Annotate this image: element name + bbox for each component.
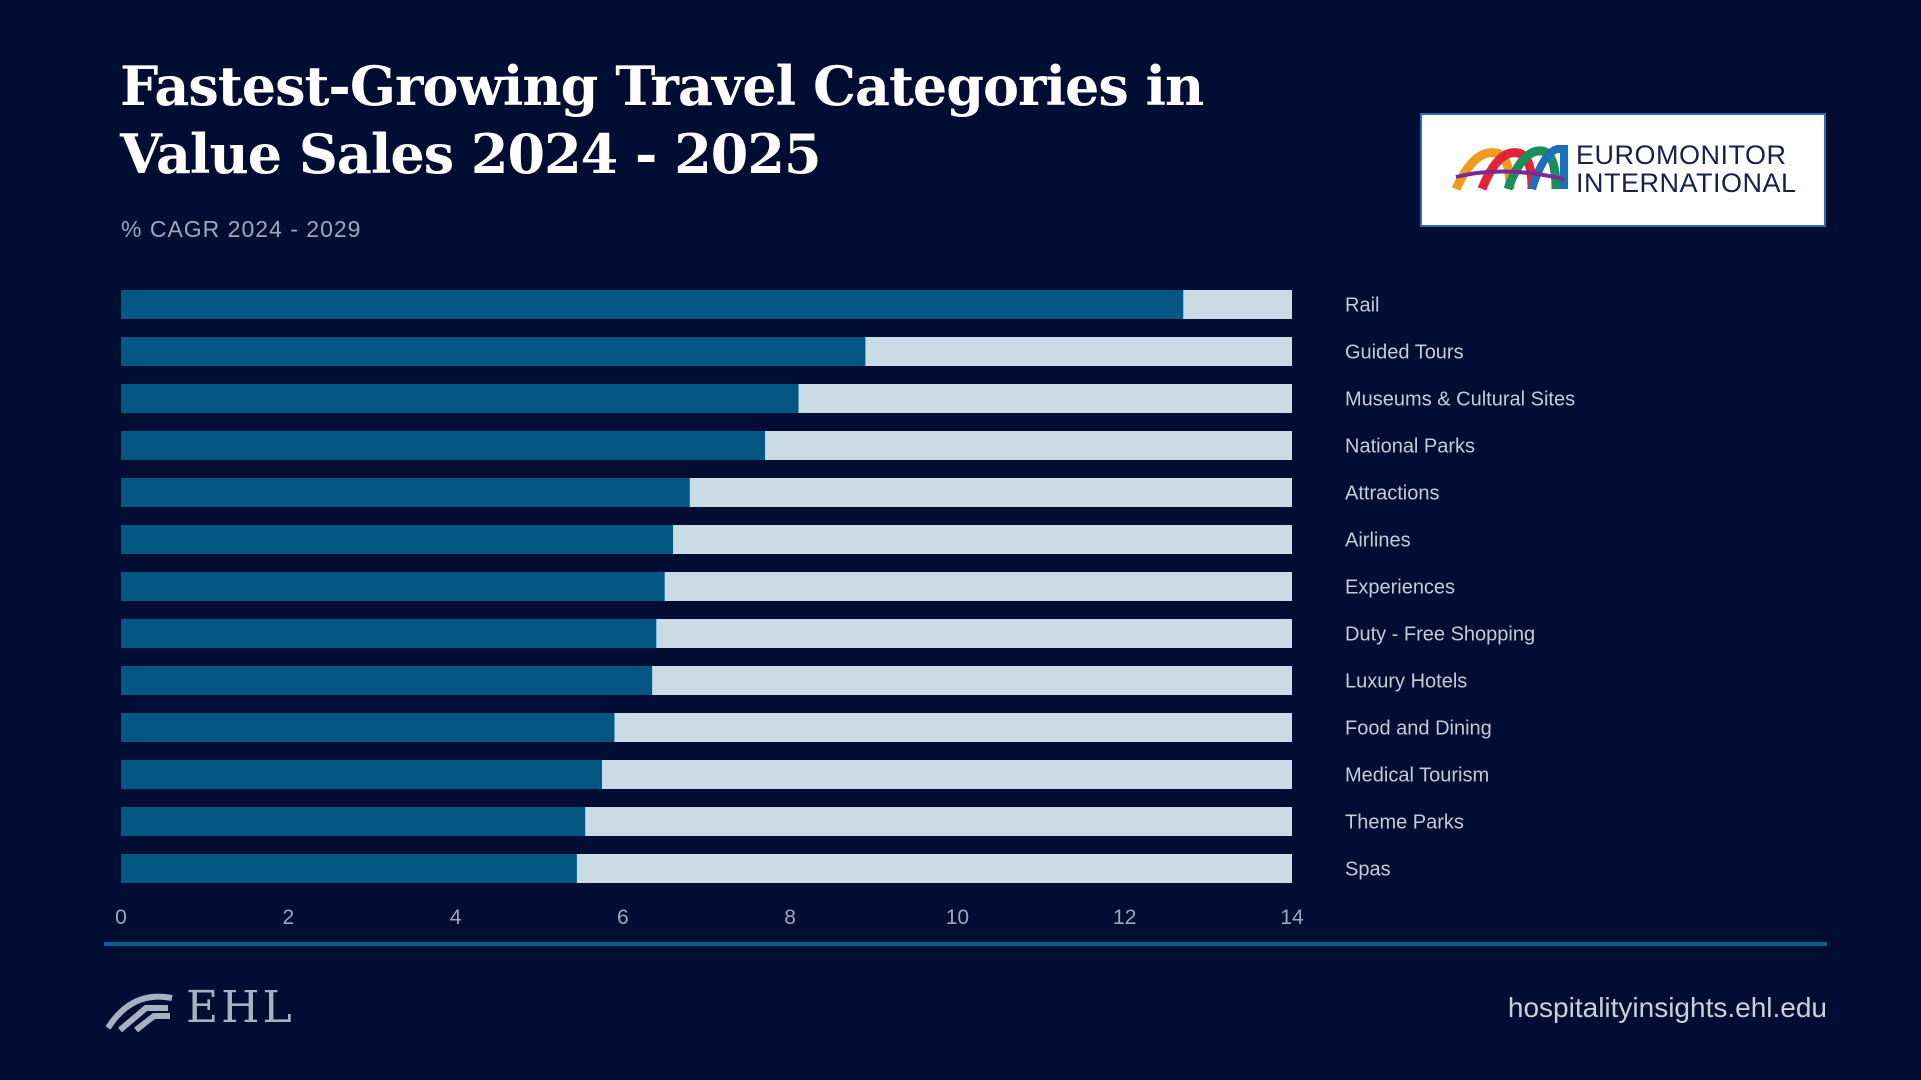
bar — [121, 525, 674, 554]
x-tick-label: 0 — [115, 906, 127, 929]
bar — [121, 384, 799, 413]
category-label: Food and Dining — [1345, 718, 1492, 740]
category-label: Medical Tourism — [1345, 765, 1489, 787]
logo-line-1: EUROMONITOR — [1576, 140, 1787, 170]
bar — [121, 431, 766, 460]
category-label: Guided Tours — [1345, 342, 1464, 364]
bar — [121, 807, 586, 836]
x-tick-label: 14 — [1280, 906, 1304, 929]
bar — [121, 666, 653, 695]
bar — [121, 337, 866, 366]
bar — [121, 619, 657, 648]
euromonitor-arc-icon — [1452, 145, 1568, 191]
ehl-logo-icon — [106, 993, 173, 1032]
bar — [121, 478, 690, 507]
category-label: Attractions — [1345, 483, 1439, 505]
ehl-brand: EHL — [186, 982, 295, 1033]
x-tick-label: 8 — [784, 906, 796, 929]
bar — [121, 854, 577, 883]
category-label: Airlines — [1345, 530, 1411, 552]
chart-subtitle: % CAGR 2024 - 2029 — [121, 216, 362, 242]
x-tick-label: 12 — [1113, 906, 1136, 929]
x-tick-label: 10 — [946, 906, 969, 929]
bar — [121, 760, 602, 789]
category-label: Rail — [1345, 295, 1379, 317]
category-label: Duty - Free Shopping — [1345, 624, 1535, 646]
x-tick-label: 6 — [617, 906, 629, 929]
footer-divider — [104, 942, 1827, 946]
bar — [121, 572, 665, 601]
category-label: Spas — [1345, 859, 1391, 881]
category-label: Experiences — [1345, 577, 1455, 599]
euromonitor-logo: EUROMONITOR INTERNATIONAL — [1420, 113, 1826, 227]
logo-line-2: INTERNATIONAL — [1576, 168, 1797, 198]
bar — [121, 713, 615, 742]
bar-chart: Rail Guided Tours Museums & Cultural Sites… — [115, 290, 1575, 929]
x-tick-label: 4 — [450, 906, 462, 929]
category-label: National Parks — [1345, 436, 1475, 458]
bar — [121, 290, 1184, 319]
website-url[interactable]: hospitalityinsights.ehl.edu — [1507, 992, 1827, 1023]
x-tick-label: 2 — [282, 906, 294, 929]
category-label: Luxury Hotels — [1345, 671, 1467, 693]
chart-title: Fastest-Growing Travel Categories in Val… — [120, 54, 1204, 186]
category-label: Museums & Cultural Sites — [1345, 389, 1575, 411]
category-label: Theme Parks — [1345, 812, 1464, 834]
